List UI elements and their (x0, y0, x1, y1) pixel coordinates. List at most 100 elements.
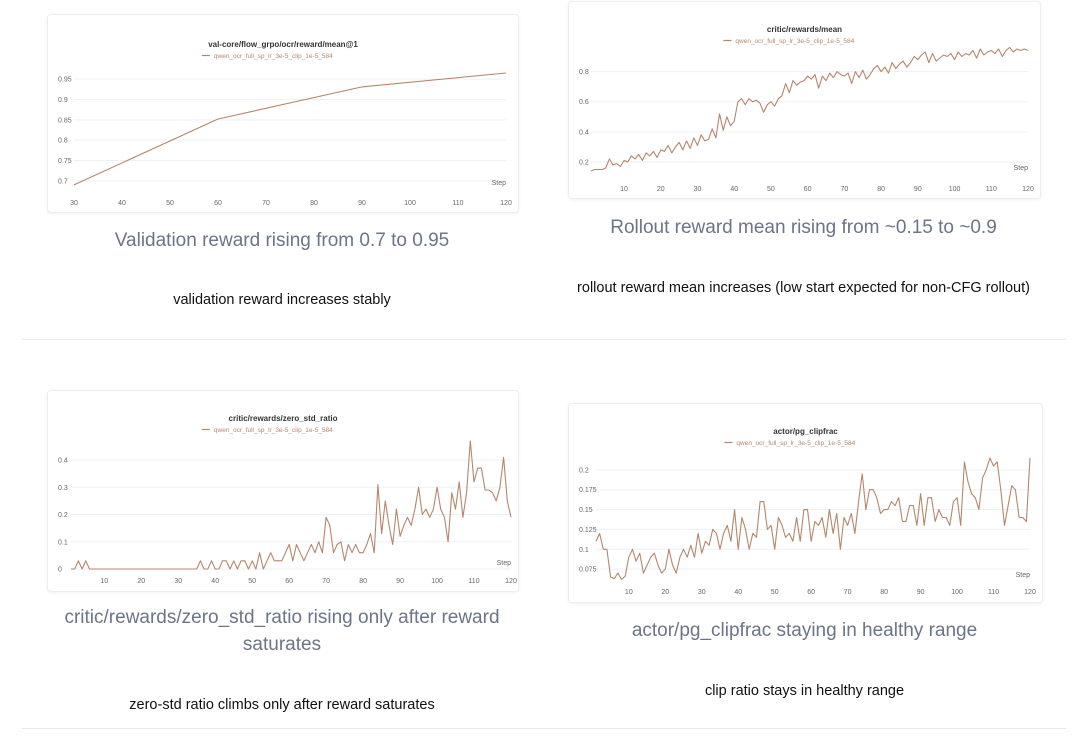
x-tick-label: 60 (285, 578, 293, 585)
chart-card: 0 0.1 0.2 0.3 0.4 10 20 30 40 50 60 70 80 90 100 110 120… (47, 390, 519, 592)
x-tick-label: 110 (988, 589, 999, 596)
x-tick-label: 60 (214, 200, 222, 207)
x-tick-label: 100 (951, 589, 963, 596)
x-tick-label: 60 (807, 589, 815, 596)
x-tick-label: 10 (100, 578, 108, 585)
chart-card: 0.2 0.4 0.6 0.8 10 20 30 40 50 60 70 80 90 100 110 120 S… (568, 1, 1041, 199)
x-tick-label: 120 (1024, 589, 1036, 596)
x-tick-label: 10 (620, 186, 628, 193)
x-tick-label: 30 (694, 186, 702, 193)
y-tick-label: 0.85 (58, 117, 72, 124)
x-tick-label: 110 (986, 186, 997, 193)
y-tick-label: 0.125 (579, 527, 597, 534)
x-tick-label: 80 (310, 200, 318, 207)
x-axis-label: Step (492, 180, 507, 187)
y-tick-label: 0.8 (58, 138, 68, 145)
chart-title: val-core/flow_grpo/ocr/reward/mean@1 (208, 40, 358, 49)
series-line (71, 440, 512, 570)
chart-note: rollout reward mean increases (low start… (577, 280, 1030, 296)
x-tick-label: 30 (698, 589, 706, 596)
x-tick-label: 110 (452, 200, 463, 207)
x-tick-label: 60 (804, 186, 812, 193)
chart-title: critic/rewards/zero_std_ratio (229, 414, 338, 423)
x-tick-label: 50 (767, 186, 775, 193)
legend-label: qwen_ocr_full_sp_lr_3e-5_clip_1e-5_584 (214, 427, 333, 434)
chart-critic-rewards-mean: 0.2 0.4 0.6 0.8 10 20 30 40 50 60 70 80 90 100 110 120 S… (579, 25, 1034, 193)
x-tick-label: 50 (248, 578, 256, 585)
x-tick-label: 70 (840, 186, 848, 193)
series-line (590, 46, 1029, 172)
x-tick-label: 20 (661, 589, 669, 596)
x-tick-label: 70 (322, 578, 330, 585)
x-tick-label: 110 (468, 578, 479, 585)
x-tick-label: 80 (359, 578, 367, 585)
y-tick-label: 0.95 (58, 77, 72, 84)
chart-pg-clipfrac: 0.075 0.1 0.125 0.15 0.175 0.2 10 20 30 40 50 60 70 8… (579, 427, 1036, 596)
series-line (73, 72, 507, 186)
y-tick-label: 0.4 (58, 458, 68, 465)
chart-title: critic/rewards/mean (767, 25, 842, 34)
y-tick-label: 0.175 (579, 487, 597, 494)
x-tick-label: 40 (730, 186, 738, 193)
x-tick-label: 80 (877, 186, 885, 193)
x-tick-label: 100 (949, 186, 961, 193)
x-tick-label: 30 (70, 200, 78, 207)
x-tick-label: 50 (771, 589, 779, 596)
y-tick-label: 0.6 (579, 99, 589, 106)
x-axis-label: Step (497, 560, 512, 567)
chart-card: 0.7 0.75 0.8 0.85 0.9 0.95 30 40 50 60 70 80 90 100 11… (47, 14, 519, 213)
x-tick-label: 120 (1022, 186, 1034, 193)
chart-note: zero-std ratio climbs only after reward … (129, 697, 435, 713)
x-tick-label: 100 (431, 578, 443, 585)
x-tick-label: 20 (137, 578, 145, 585)
x-tick-label: 90 (917, 589, 925, 596)
y-tick-label: 0.9 (58, 97, 68, 104)
x-tick-label: 90 (358, 200, 366, 207)
y-tick-label: 0.7 (58, 178, 68, 185)
x-tick-label: 80 (880, 589, 888, 596)
y-tick-label: 0.75 (58, 158, 72, 165)
x-tick-label: 90 (396, 578, 404, 585)
x-tick-label: 20 (657, 186, 665, 193)
y-tick-label: 0.2 (58, 512, 68, 519)
y-tick-label: 0.3 (58, 485, 68, 492)
x-tick-label: 50 (166, 200, 174, 207)
legend-label: qwen_ocr_full_sp_lr_3e-5_clip_1e-5_584 (735, 38, 854, 45)
chart-caption: Rollout reward mean rising from ~0.15 to… (610, 217, 997, 238)
chart-card: 0.075 0.1 0.125 0.15 0.175 0.2 10 20 30 40 50 60 70 8… (568, 403, 1043, 603)
chart-note: validation reward increases stably (173, 292, 391, 308)
x-tick-label: 30 (174, 578, 182, 585)
chart-caption: actor/pg_clipfrac staying in healthy ran… (631, 620, 978, 641)
chart-caption: critic/rewards/zero_std_ratio rising onl… (64, 607, 500, 655)
y-tick-label: 0.2 (579, 467, 589, 474)
y-tick-label: 0.4 (579, 129, 589, 136)
x-tick-label: 120 (500, 200, 512, 207)
x-tick-label: 100 (404, 200, 416, 207)
row-divider (22, 728, 1066, 729)
series-line (595, 457, 1031, 580)
x-axis-label: Step (1016, 572, 1031, 579)
y-tick-label: 0 (58, 567, 62, 574)
y-tick-label: 0.1 (58, 539, 68, 546)
y-tick-label: 0.1 (579, 547, 589, 554)
legend-label: qwen_ocr_full_sp_lr_3e-5_clip_1e-5_584 (736, 440, 855, 447)
chart-zero-std-ratio: 0 0.1 0.2 0.3 0.4 10 20 30 40 50 60 70 80 90 100 110 120… (58, 414, 517, 585)
legend-label: qwen_ocr_full_sp_lr_3e-5_clip_1e-5_584 (214, 53, 333, 60)
x-tick-label: 40 (118, 200, 126, 207)
x-tick-label: 40 (211, 578, 219, 585)
row-divider (22, 339, 1066, 340)
x-tick-label: 90 (914, 186, 922, 193)
y-tick-label: 0.2 (579, 159, 589, 166)
x-tick-label: 120 (505, 578, 517, 585)
y-tick-label: 0.15 (579, 507, 593, 514)
chart-validation-reward: 0.7 0.75 0.8 0.85 0.9 0.95 30 40 50 60 70 80 90 100 11… (58, 40, 512, 207)
x-tick-label: 10 (625, 589, 633, 596)
chart-caption: Validation reward rising from 0.7 to 0.9… (114, 230, 450, 251)
y-tick-label: 0.8 (579, 69, 589, 76)
chart-note: clip ratio stays in healthy range (704, 683, 905, 699)
x-axis-label: Step (1014, 165, 1029, 172)
y-tick-label: 0.075 (579, 567, 597, 574)
x-tick-label: 70 (844, 589, 852, 596)
chart-title: actor/pg_clipfrac (773, 427, 838, 436)
x-tick-label: 40 (734, 589, 742, 596)
